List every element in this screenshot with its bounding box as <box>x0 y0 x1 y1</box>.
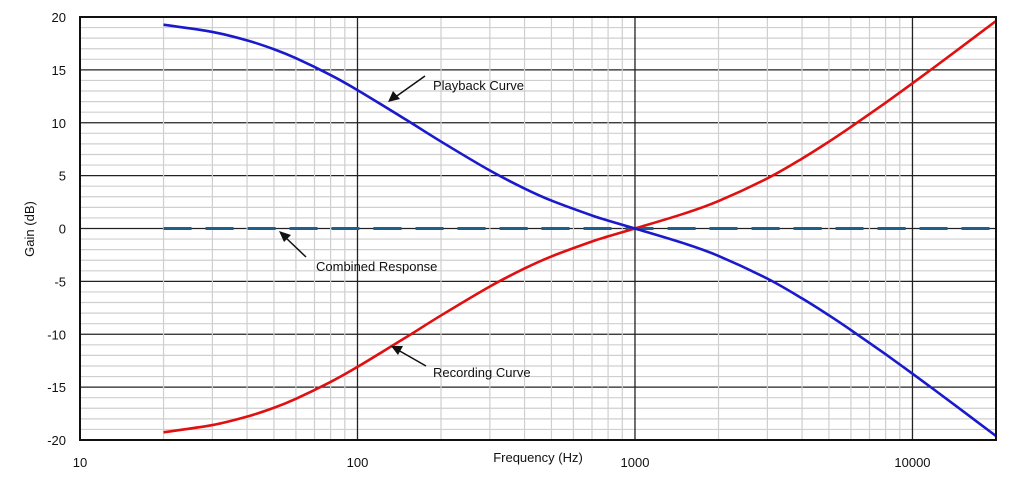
y-tick-label: 5 <box>59 169 66 184</box>
x-tick-label: 1000 <box>621 455 650 470</box>
y-tick-label: 0 <box>59 222 66 237</box>
y-tick-label: 20 <box>52 10 66 25</box>
x-tick-label: 100 <box>347 455 369 470</box>
annotation-label: Playback Curve <box>433 78 524 93</box>
annotation-recording: Recording Curve <box>391 346 531 380</box>
arrowhead-icon <box>388 91 400 102</box>
arrowhead-icon <box>391 346 403 355</box>
annotation-label: Recording Curve <box>433 365 531 380</box>
x-tick-label: 10 <box>73 455 87 470</box>
y-tick-label: 15 <box>52 63 66 78</box>
annotation-label: Combined Response <box>316 259 437 274</box>
annotation-combined: Combined Response <box>279 231 437 274</box>
series-line-playback-curve <box>164 25 996 436</box>
y-axis-label: Gain (dB) <box>22 201 37 257</box>
y-tick-label: -10 <box>47 327 66 342</box>
y-tick-label: 10 <box>52 116 66 131</box>
x-tick-label: 10000 <box>894 455 930 470</box>
annotation-arrow <box>394 76 425 98</box>
y-tick-label: -5 <box>54 274 66 289</box>
y-tick-label: -15 <box>47 380 66 395</box>
x-axis-label: Frequency (Hz) <box>493 450 583 465</box>
y-tick-label: -20 <box>47 433 66 448</box>
series-line-recording-curve <box>164 21 996 432</box>
annotation-arrow <box>398 350 426 366</box>
